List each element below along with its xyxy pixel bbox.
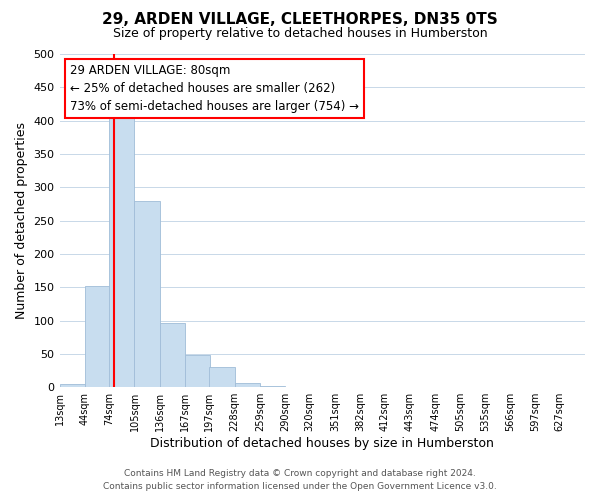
- Text: 29, ARDEN VILLAGE, CLEETHORPES, DN35 0TS: 29, ARDEN VILLAGE, CLEETHORPES, DN35 0TS: [102, 12, 498, 28]
- Bar: [260, 386, 285, 387]
- Text: Size of property relative to detached houses in Humberston: Size of property relative to detached ho…: [113, 28, 487, 40]
- Bar: [209, 367, 235, 387]
- Bar: [160, 323, 185, 387]
- Bar: [85, 286, 110, 387]
- X-axis label: Distribution of detached houses by size in Humberston: Distribution of detached houses by size …: [151, 437, 494, 450]
- Text: 29 ARDEN VILLAGE: 80sqm
← 25% of detached houses are smaller (262)
73% of semi-d: 29 ARDEN VILLAGE: 80sqm ← 25% of detache…: [70, 64, 359, 113]
- Bar: [185, 355, 210, 387]
- Text: Contains HM Land Registry data © Crown copyright and database right 2024.
Contai: Contains HM Land Registry data © Crown c…: [103, 470, 497, 491]
- Bar: [235, 382, 260, 387]
- Bar: [134, 200, 160, 387]
- Bar: [59, 384, 85, 387]
- Y-axis label: Number of detached properties: Number of detached properties: [15, 122, 28, 319]
- Bar: [109, 108, 134, 387]
